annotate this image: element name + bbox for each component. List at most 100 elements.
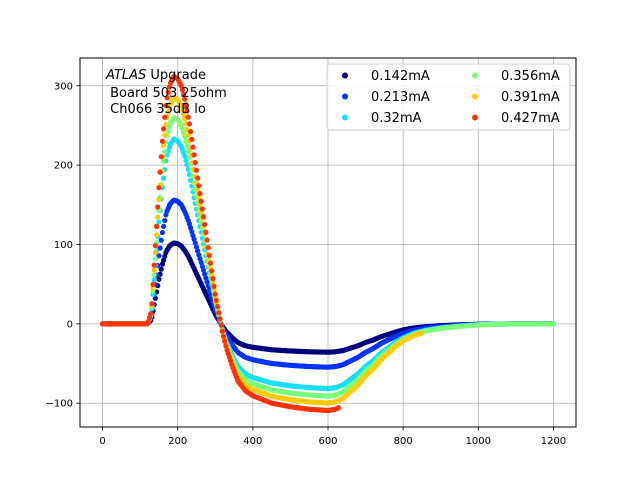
x-tick-label: 1000	[466, 436, 491, 447]
data-point	[151, 277, 157, 283]
data-point	[191, 152, 197, 158]
data-point	[151, 272, 157, 278]
legend-marker	[472, 72, 478, 79]
data-point	[155, 214, 161, 220]
data-point	[213, 297, 220, 303]
annotation-line-2: Board 503 25ohm	[106, 86, 227, 101]
data-point	[161, 175, 167, 181]
legend-label: 0.356mA	[501, 69, 560, 84]
data-point	[151, 262, 157, 268]
data-point	[159, 261, 166, 267]
data-point	[211, 283, 217, 289]
legend-label: 0.391mA	[501, 90, 560, 105]
data-point	[193, 167, 200, 173]
data-point	[219, 328, 225, 334]
data-point	[159, 229, 166, 236]
data-point	[189, 136, 195, 142]
data-point	[222, 338, 228, 344]
y-tick-label: 200	[54, 161, 73, 172]
data-point	[155, 204, 161, 210]
data-point	[188, 177, 194, 183]
data-point	[190, 144, 196, 150]
data-point	[203, 229, 209, 235]
data-point	[179, 87, 185, 93]
data-point	[182, 153, 188, 159]
legend-marker	[472, 114, 478, 121]
series-0-427mA	[99, 73, 342, 414]
data-point	[156, 276, 162, 282]
data-point	[165, 128, 171, 134]
data-point	[157, 245, 163, 251]
data-point	[152, 243, 158, 249]
data-point	[178, 83, 184, 89]
data-point	[153, 223, 160, 229]
data-point	[192, 160, 198, 166]
x-tick-label: 200	[168, 436, 187, 447]
y-tick-label: 300	[54, 81, 73, 92]
data-point	[199, 206, 205, 212]
legend-marker	[472, 93, 478, 100]
data-point	[198, 198, 204, 204]
legend-label: 0.213mA	[371, 90, 430, 105]
data-point	[218, 322, 224, 328]
data-point	[156, 196, 162, 203]
legend-marker	[342, 114, 348, 121]
data-point	[161, 223, 167, 229]
x-tick-label: 400	[243, 436, 262, 447]
data-point	[419, 330, 425, 336]
x-tick-label: 0	[99, 436, 105, 447]
data-point	[212, 291, 218, 297]
data-point	[220, 333, 227, 340]
legend-entry: 0.391mA	[472, 90, 560, 105]
data-point	[550, 321, 557, 327]
data-point	[217, 316, 223, 322]
data-point	[186, 121, 193, 127]
data-point	[180, 111, 187, 117]
data-point	[162, 217, 168, 224]
annotation-line-1: ATLAS Upgrade	[105, 68, 206, 83]
data-point	[152, 249, 158, 256]
data-point	[215, 303, 221, 310]
legend-marker	[342, 72, 348, 79]
data-layer	[99, 73, 557, 414]
legend-entry: 0.427mA	[472, 111, 560, 126]
legend-entry: 0.142mA	[342, 69, 430, 84]
annotation-atlas: ATLAS	[105, 68, 146, 83]
data-point	[151, 267, 157, 273]
data-point	[207, 260, 214, 266]
data-point	[205, 245, 211, 251]
data-point	[185, 114, 191, 120]
x-tick-label: 600	[318, 436, 337, 447]
data-point	[202, 221, 208, 228]
data-point	[153, 232, 160, 238]
x-tick-label: 800	[394, 436, 413, 447]
legend-entry: 0.356mA	[472, 69, 560, 84]
data-point	[156, 185, 162, 191]
data-point	[180, 91, 187, 98]
annotation-line-3: Ch066 35dB lo	[106, 102, 206, 117]
data-point	[159, 138, 166, 144]
y-tick-label: −100	[46, 399, 73, 410]
data-point	[163, 121, 169, 128]
data-point	[161, 158, 167, 164]
data-point	[188, 129, 194, 135]
legend-marker	[342, 93, 348, 100]
data-point	[206, 252, 212, 259]
data-point	[149, 301, 155, 307]
legend-frame	[326, 63, 571, 131]
data-point	[162, 149, 168, 155]
data-point	[163, 103, 169, 109]
data-point	[196, 183, 202, 189]
data-point	[223, 343, 229, 349]
data-point	[148, 311, 154, 317]
data-point	[164, 95, 170, 101]
legend-label: 0.32mA	[371, 111, 422, 126]
data-point	[162, 114, 168, 120]
legend-entry: 0.32mA	[342, 111, 422, 126]
data-point	[161, 126, 167, 132]
data-point	[209, 268, 215, 274]
data-point	[158, 237, 164, 243]
data-point	[204, 237, 210, 243]
data-point	[152, 256, 158, 262]
